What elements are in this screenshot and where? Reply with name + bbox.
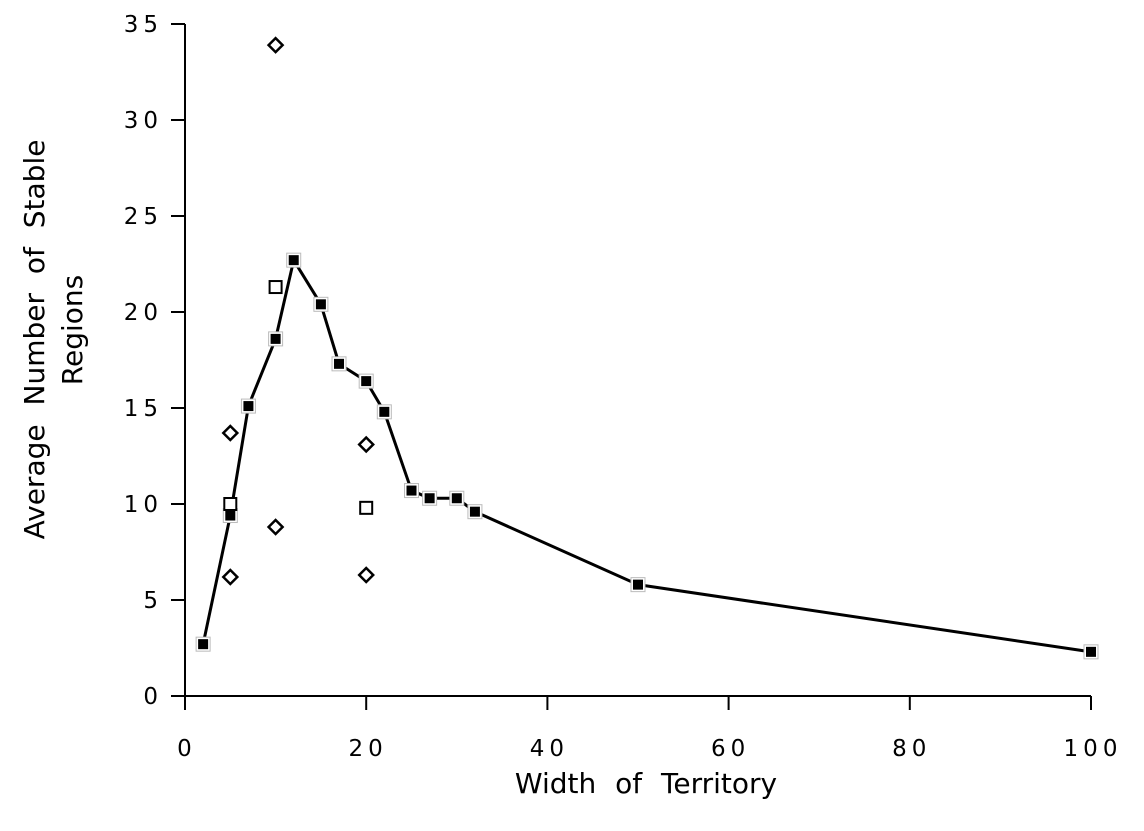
data-point-open-diamond — [357, 566, 375, 584]
data-point-filled-square — [424, 493, 435, 504]
data-point-open-diamond — [221, 568, 240, 586]
data-point-filled-square — [198, 639, 209, 650]
x-ticks: 0 20 40 60 80 100 — [177, 696, 1123, 762]
data-point-filled-square — [225, 510, 236, 521]
data-point-open-diamond — [221, 424, 240, 442]
y-axis-title-group: Average Number of Stable Regions — [18, 121, 89, 540]
x-tick-label: 0 — [177, 736, 197, 762]
y-tick-label: 25 — [124, 204, 163, 230]
y-tick-label: 35 — [124, 12, 163, 38]
data-point-filled-square — [379, 406, 390, 417]
data-point-filled-square — [406, 485, 417, 496]
series-open-square — [223, 280, 374, 515]
data-point-filled-square — [361, 376, 372, 387]
x-tick-label: 100 — [1064, 736, 1123, 762]
x-tick-label: 40 — [530, 736, 569, 762]
data-point-filled-square — [451, 493, 462, 504]
data-point-filled-square — [334, 358, 345, 369]
y-tick-label: 15 — [124, 396, 163, 422]
data-point-open-diamond — [266, 518, 285, 536]
data-point-filled-square — [288, 255, 299, 266]
y-axis-title-line-2: Regions — [56, 275, 89, 385]
y-axis-title: Average Number of Stable Regions — [18, 121, 89, 540]
data-point-open-square — [359, 500, 374, 515]
series-filled-square — [195, 252, 1099, 660]
data-point-open-diamond — [357, 435, 375, 454]
data-point-filled-square — [469, 506, 480, 517]
data-point-open-diamond — [266, 36, 285, 54]
axes — [184, 24, 1091, 697]
data-point-filled-square — [270, 333, 281, 344]
data-point-open-square — [268, 280, 283, 295]
y-tick-label: 20 — [124, 300, 163, 326]
data-point-filled-square — [243, 401, 254, 412]
x-axis-title: Width of Territory — [515, 767, 777, 800]
y-tick-label: 5 — [143, 588, 163, 614]
y-axis-title-line-1: Average Number of Stable — [18, 140, 51, 540]
y-tick-label: 10 — [124, 492, 163, 518]
data-point-filled-square — [1086, 646, 1096, 657]
x-tick-label: 80 — [892, 736, 931, 762]
series-open-diamond — [221, 36, 375, 586]
series-line — [201, 258, 1092, 654]
data-point-filled-square — [633, 579, 643, 590]
y-ticks: 0 5 10 15 20 25 30 35 — [124, 12, 185, 710]
data-point-open-square — [223, 497, 238, 511]
x-tick-label: 20 — [349, 736, 388, 762]
series-layer — [195, 36, 1099, 660]
y-tick-label: 0 — [143, 684, 163, 710]
data-point-filled-square — [315, 299, 326, 310]
x-tick-label: 60 — [711, 736, 750, 762]
y-tick-label: 30 — [124, 108, 163, 134]
